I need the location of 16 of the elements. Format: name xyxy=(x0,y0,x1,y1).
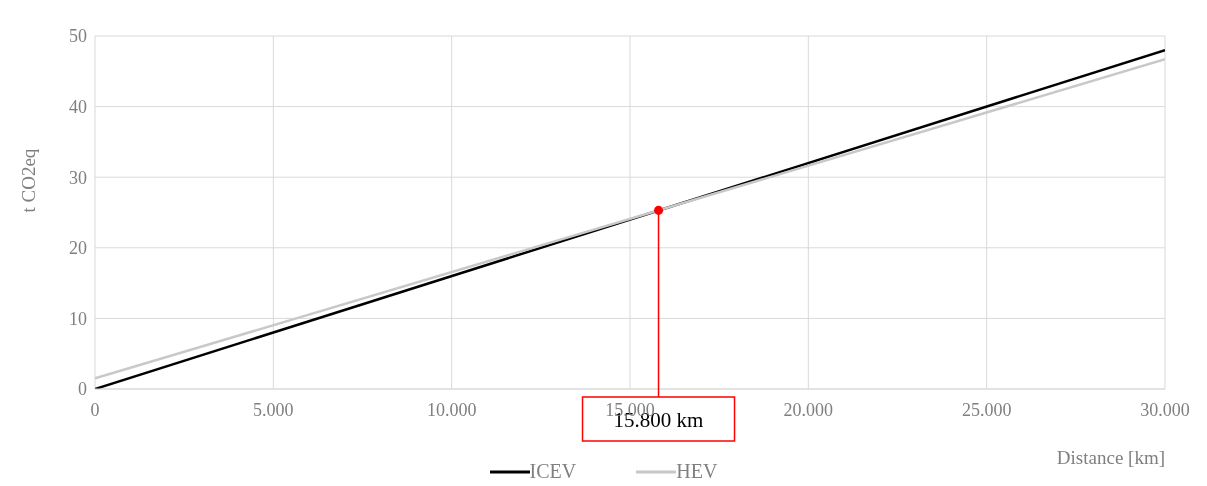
y-tick-label: 0 xyxy=(78,379,87,400)
y-tick-label: 10 xyxy=(69,308,87,329)
y-tick-label: 50 xyxy=(69,26,87,47)
y-tick-label: 30 xyxy=(69,167,87,188)
legend-label: HEV xyxy=(676,460,718,483)
y-tick-label: 20 xyxy=(69,238,87,259)
x-tick-label: 30.000 xyxy=(1140,399,1190,420)
x-tick-label: 0 xyxy=(90,399,100,420)
legend-label: ICEV xyxy=(529,460,577,483)
x-tick-label: 5.000 xyxy=(253,399,294,420)
x-tick-label: 10.000 xyxy=(426,399,477,420)
y-tick-label: 40 xyxy=(69,96,87,117)
x-tick-label: 20.000 xyxy=(783,399,834,420)
x-tick-label: 25.000 xyxy=(961,399,1012,420)
x-axis-title: Distance [km] xyxy=(1056,447,1165,468)
y-axis-title: t CO2eq xyxy=(17,148,39,213)
